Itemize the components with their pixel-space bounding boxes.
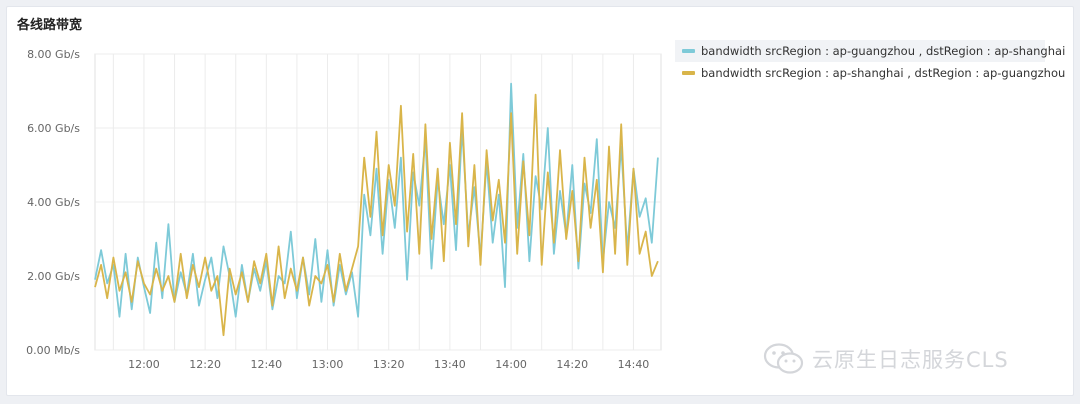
legend-item-series-1[interactable]: bandwidth srcRegion : ap-guangzhou , dst… [675,40,1065,62]
axis-labels: 0.00 Mb/s 2.00 Gb/s 4.00 Gb/s 6.00 Gb/s 8.00… [26,48,649,371]
legend-swatch-icon [682,71,695,75]
y-tick-label: 0.00 Mb/s [26,344,80,357]
y-tick-label: 2.00 Gb/s [27,270,80,283]
x-tick-label: 12:40 [250,358,282,371]
legend-item-series-2[interactable]: bandwidth srcRegion : ap-shanghai , dstR… [675,62,1065,84]
chart-legend: bandwidth srcRegion : ap-guangzhou , dst… [675,40,1065,84]
series-line-2 [94,93,659,337]
x-tick-label: 12:00 [128,358,160,371]
x-tick-label: 13:40 [434,358,466,371]
grid-lines [94,53,662,351]
x-tick-label: 14:40 [618,358,650,371]
panel-title: 各线路带宽 [17,18,83,33]
watermark: 云原生日志服务CLS [762,341,1062,377]
line-chart: 0.00 Mb/s 2.00 Gb/s 4.00 Gb/s 6.00 Gb/s 8.00… [26,48,662,371]
x-tick-label: 14:20 [556,358,588,371]
legend-label: bandwidth srcRegion : ap-shanghai , dstR… [701,66,1066,80]
y-tick-label: 8.00 Gb/s [27,48,80,61]
x-tick-label: 13:00 [312,358,344,371]
wechat-icon [763,343,804,374]
x-tick-label: 14:00 [495,358,527,371]
y-tick-label: 4.00 Gb/s [27,196,80,209]
y-tick-label: 6.00 Gb/s [27,122,80,135]
legend-label: bandwidth srcRegion : ap-guangzhou , dst… [701,44,1066,58]
series-lines [94,82,659,337]
chart-panel: 各线路带宽 0.00 Mb/s 2.00 Gb/s 4.00 Gb/s 6.00 Gb… [6,6,1074,396]
x-tick-label: 12:20 [189,358,221,371]
watermark-text: 云原生日志服务CLS [812,348,1009,372]
x-tick-label: 13:20 [373,358,405,371]
legend-swatch-icon [682,49,695,53]
